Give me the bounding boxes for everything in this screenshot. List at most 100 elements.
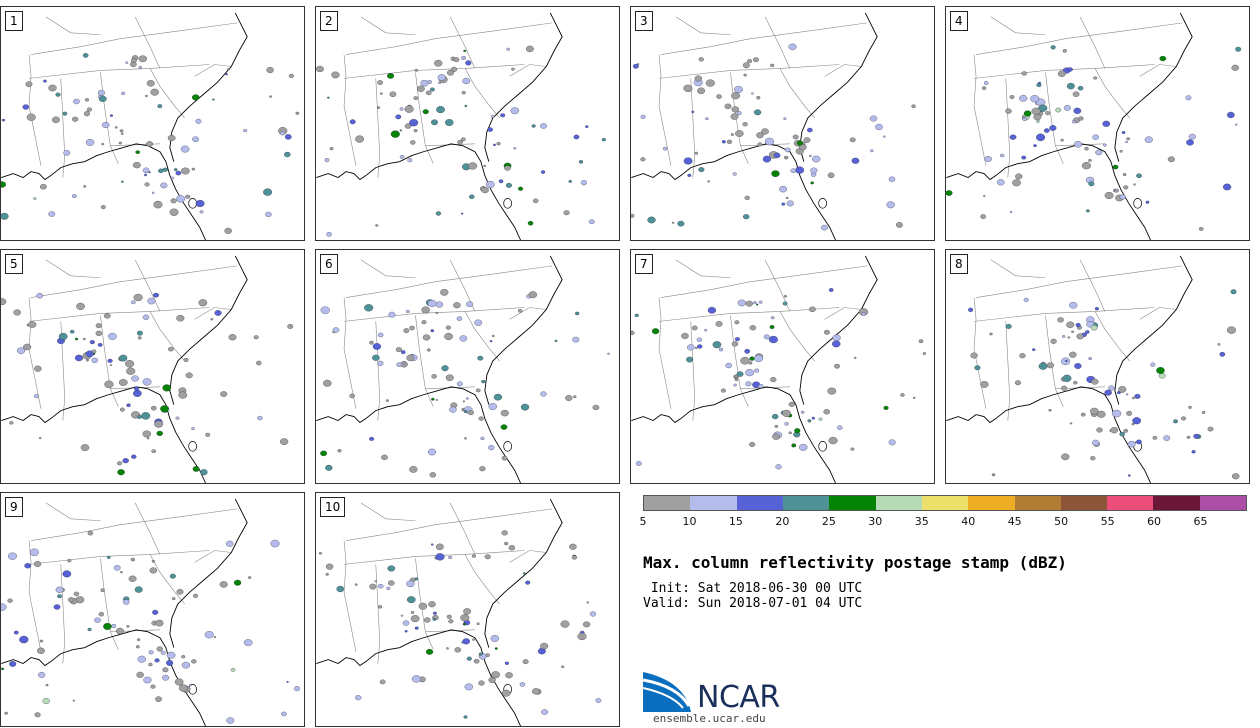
reflectivity-cell — [377, 360, 384, 366]
reflectivity-cell — [144, 182, 150, 187]
member-panel-3: 3 — [630, 6, 935, 241]
reflectivity-cell — [369, 340, 374, 345]
reflectivity-cell — [388, 311, 396, 318]
reflectivity-cell — [387, 565, 396, 572]
reflectivity-cell — [1033, 144, 1037, 148]
reflectivity-cell — [13, 309, 21, 316]
state-boundary — [1139, 64, 1177, 77]
reflectivity-cell — [152, 609, 159, 615]
state-boundary — [343, 297, 357, 409]
reflectivity-cell — [126, 403, 131, 408]
reflectivity-cell — [853, 356, 857, 359]
reflectivity-cell — [4, 711, 8, 715]
reflectivity-cell — [72, 699, 75, 702]
reflectivity-cell — [1132, 417, 1141, 425]
reflectivity-cell — [463, 49, 467, 53]
reflectivity-cell — [84, 98, 89, 102]
reflectivity-cell — [403, 362, 406, 365]
reflectivity-cell — [900, 393, 905, 397]
panel-label: 6 — [320, 254, 338, 274]
state-boundary — [100, 315, 119, 407]
reflectivity-cell — [91, 349, 97, 354]
reflectivity-cell — [286, 680, 289, 683]
reflectivity-cell — [1085, 330, 1090, 334]
reflectivity-cell — [770, 63, 775, 68]
reflectivity-cell — [369, 436, 375, 441]
coastline — [169, 12, 248, 162]
reflectivity-cell — [444, 332, 453, 340]
reflectivity-cell — [912, 396, 916, 399]
reflectivity-cell — [1036, 119, 1040, 123]
reflectivity-cell — [504, 165, 511, 171]
reflectivity-cell — [389, 91, 397, 97]
reflectivity-cell — [243, 639, 253, 647]
reflectivity-cell — [803, 137, 811, 143]
reflectivity-cell — [438, 81, 442, 84]
reflectivity-cell — [399, 107, 404, 111]
member-panel-7: 7 — [630, 249, 935, 484]
reflectivity-cell — [1, 603, 7, 611]
reflectivity-cell — [1050, 45, 1056, 50]
reflectivity-cell — [895, 222, 903, 228]
reflectivity-cell — [677, 220, 685, 227]
coastline — [1, 629, 206, 726]
reflectivity-cell — [528, 291, 538, 299]
member-panel-4: 4 — [945, 6, 1250, 241]
reflectivity-cell — [1104, 191, 1114, 200]
reflectivity-cell — [1050, 338, 1057, 344]
state-boundary — [29, 550, 210, 565]
reflectivity-cell — [214, 310, 222, 316]
state-boundary — [660, 265, 868, 298]
reflectivity-cell — [19, 635, 29, 644]
reflectivity-cell — [125, 61, 129, 64]
reflectivity-cell — [1186, 139, 1194, 146]
reflectivity-cell — [1023, 297, 1029, 302]
reflectivity-cell — [687, 344, 695, 351]
reflectivity-cell — [568, 179, 572, 183]
reflectivity-cell — [130, 557, 136, 562]
reflectivity-cell — [888, 439, 896, 446]
reflectivity-cell — [329, 147, 334, 151]
reflectivity-cell — [481, 187, 489, 194]
map-svg — [316, 498, 602, 726]
reflectivity-cell — [26, 113, 36, 121]
reflectivity-cell — [1152, 435, 1158, 440]
reflectivity-cell — [485, 180, 495, 189]
reflectivity-cell — [410, 611, 415, 614]
reflectivity-cell — [67, 558, 72, 563]
reflectivity-cell — [181, 661, 191, 669]
state-boundary — [464, 311, 500, 362]
reflectivity-cell — [414, 577, 419, 581]
colorbar-segment — [875, 496, 922, 510]
reflectivity-cell — [911, 104, 916, 108]
reflectivity-cell — [119, 354, 128, 362]
reflectivity-cell — [732, 172, 737, 176]
state-boundary — [1139, 307, 1177, 320]
reflectivity-cell — [134, 586, 143, 593]
reflectivity-cell — [735, 130, 744, 137]
reflectivity-cell — [771, 413, 779, 420]
reflectivity-cell — [818, 417, 823, 421]
reflectivity-cell — [120, 571, 123, 574]
reflectivity-cell — [704, 328, 708, 332]
state-boundary — [345, 265, 553, 298]
reflectivity-cell — [1044, 128, 1050, 133]
reflectivity-cell — [446, 69, 454, 76]
reflectivity-cell — [121, 91, 126, 95]
state-boundary — [975, 265, 1183, 298]
reflectivity-cell — [1030, 95, 1040, 103]
reflectivity-cell — [886, 201, 895, 209]
reflectivity-cell — [178, 391, 188, 399]
reflectivity-cell — [34, 365, 42, 372]
reflectivity-cell — [409, 119, 419, 127]
reflectivity-cell — [395, 347, 402, 353]
reflectivity-cell — [253, 335, 259, 340]
state-boundary — [375, 564, 381, 664]
reflectivity-cell — [337, 449, 342, 453]
member-panel-9: 9 — [0, 492, 305, 727]
state-boundary — [779, 68, 815, 119]
reflectivity-cell — [133, 389, 142, 397]
colorbar-segment — [782, 496, 830, 510]
reflectivity-cell — [788, 43, 797, 51]
reflectivity-cell — [809, 306, 816, 313]
